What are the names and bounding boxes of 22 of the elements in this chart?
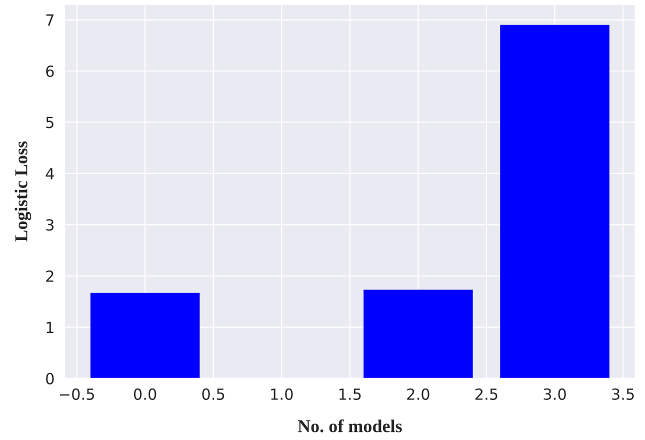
y-tick-label: 7 [46, 14, 54, 26]
y-axis-title: Logistic Loss [14, 141, 32, 242]
x-axis-title: No. of models [298, 419, 402, 432]
x-tick-label: 2.0 [407, 388, 430, 400]
bar [364, 290, 473, 378]
x-tick-label: 0.0 [134, 388, 156, 400]
y-tick-label: 3 [46, 219, 54, 231]
x-tick-label: 1.5 [339, 388, 361, 400]
x-tick-label: 1.0 [271, 388, 293, 400]
x-tick-label: 2.5 [475, 388, 498, 400]
y-tick-label: 2 [46, 270, 54, 282]
y-tick-label: 4 [46, 168, 54, 180]
bar [90, 292, 200, 378]
y-tick-label: 0 [46, 372, 54, 384]
x-tick-label: 0.5 [202, 388, 224, 400]
x-tick-label: 3.0 [544, 388, 566, 400]
x-tick-label: 3.5 [612, 388, 634, 400]
bar [500, 24, 610, 378]
x-tick-label: −0.5 [60, 388, 94, 400]
y-tick-label: 5 [46, 116, 54, 128]
y-tick-label: 6 [46, 65, 54, 78]
y-tick-label: 1 [46, 322, 54, 333]
